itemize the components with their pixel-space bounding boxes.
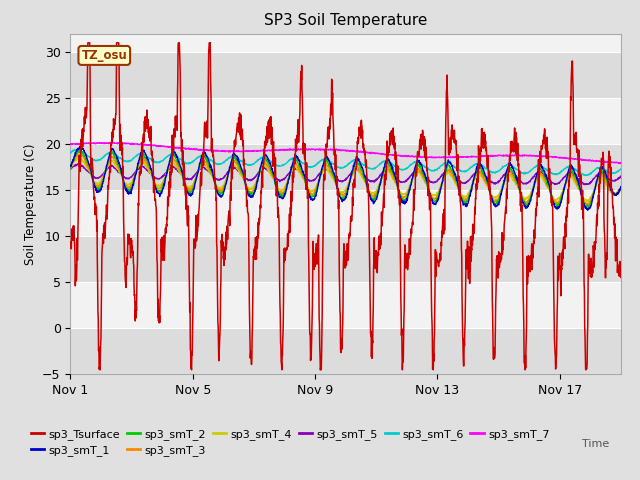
Bar (70, 52, 621, 98)
Bar (70, 328, 621, 374)
Bar (70, 282, 621, 328)
Bar (70, 98, 621, 144)
Bar (70, 236, 621, 282)
Legend: sp3_Tsurface, sp3_smT_1, sp3_smT_2, sp3_smT_3, sp3_smT_4, sp3_smT_5, sp3_smT_6, : sp3_Tsurface, sp3_smT_1, sp3_smT_2, sp3_… (26, 424, 554, 460)
Title: SP3 Soil Temperature: SP3 Soil Temperature (264, 13, 428, 28)
Bar (70, 144, 621, 190)
Text: Time: Time (582, 439, 610, 449)
Text: TZ_osu: TZ_osu (81, 49, 127, 62)
Bar (70, 190, 621, 236)
Y-axis label: Soil Temperature (C): Soil Temperature (C) (24, 143, 36, 265)
